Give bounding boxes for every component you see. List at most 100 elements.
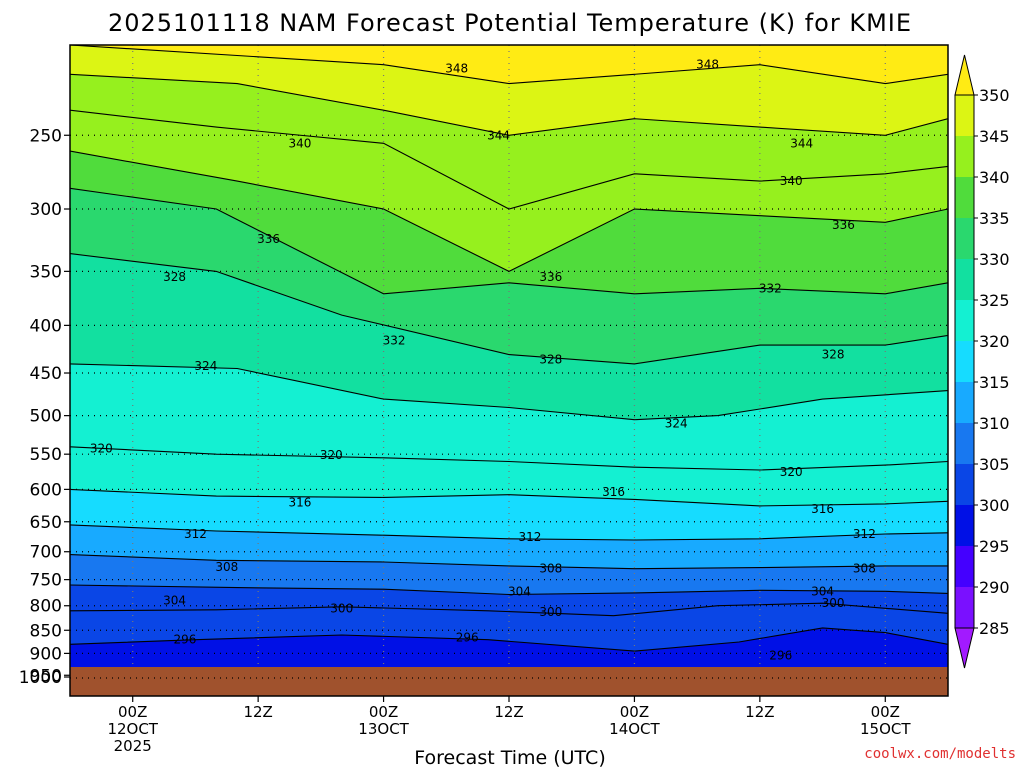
colorbar-segment bbox=[955, 300, 974, 341]
contour-label-316: 316 bbox=[602, 485, 625, 499]
x-tick-label: 00Z bbox=[620, 703, 649, 721]
contour-label-320: 320 bbox=[320, 448, 343, 462]
contour-328 bbox=[70, 253, 948, 365]
contour-320 bbox=[70, 446, 948, 471]
temperature-bands bbox=[70, 45, 948, 667]
contour-label-296: 296 bbox=[174, 633, 197, 647]
contour-label-312: 312 bbox=[184, 527, 207, 541]
colorbar-tick-label-310: 310 bbox=[979, 414, 1010, 433]
x-tick-label: 00Z bbox=[118, 703, 147, 721]
y-tick-label-550: 550 bbox=[30, 445, 62, 465]
y-tick-label-450: 450 bbox=[30, 364, 62, 384]
contour-340 bbox=[70, 109, 948, 210]
colorbar-tick-label-315: 315 bbox=[979, 373, 1010, 392]
x-tick-label: 14OCT bbox=[609, 720, 660, 738]
contour-label-336: 336 bbox=[832, 218, 855, 232]
x-tick-label: 12Z bbox=[243, 703, 272, 721]
contour-label-316: 316 bbox=[811, 502, 834, 516]
y-tick-label-400: 400 bbox=[30, 316, 62, 336]
y-tick-label-800: 800 bbox=[30, 597, 62, 617]
contour-label-308: 308 bbox=[539, 562, 562, 576]
contour-332 bbox=[70, 187, 948, 295]
x-tick-label: 12Z bbox=[745, 703, 774, 721]
contour-316 bbox=[70, 488, 948, 507]
colorbar-segment bbox=[955, 95, 974, 136]
colorbar-tick-label-295: 295 bbox=[979, 537, 1010, 556]
contour-label-308: 308 bbox=[215, 560, 238, 574]
credit-text: coolwx.com/modelts bbox=[864, 746, 1016, 762]
x-tick-label: 2025 bbox=[114, 737, 152, 755]
y-tick-label-1000: 1000 bbox=[19, 668, 62, 688]
contour-label-316: 316 bbox=[288, 496, 311, 510]
x-tick-label: 12Z bbox=[494, 703, 523, 721]
colorbar-segment bbox=[954, 54, 975, 96]
colorbar-tick-label-320: 320 bbox=[979, 332, 1010, 351]
colorbar-tick-label-335: 335 bbox=[979, 209, 1010, 228]
contour-label-308: 308 bbox=[853, 562, 876, 576]
x-axis-label: Forecast Time (UTC) bbox=[414, 747, 605, 768]
contour-label-340: 340 bbox=[780, 174, 803, 188]
x-tick-label: 15OCT bbox=[860, 720, 911, 738]
y-tick-label-700: 700 bbox=[30, 543, 62, 563]
contour-label-348: 348 bbox=[445, 62, 468, 76]
contour-label-336: 336 bbox=[257, 232, 280, 246]
contour-label-324: 324 bbox=[194, 359, 217, 373]
contour-label-320: 320 bbox=[90, 441, 113, 455]
y-tick-label-500: 500 bbox=[30, 407, 62, 427]
contour-348 bbox=[70, 45, 948, 85]
contour-label-324: 324 bbox=[665, 417, 688, 431]
y-axis: 250 300 350 400 450 500 550 600 650 700 750 800 850 9… bbox=[19, 126, 70, 688]
contour-label-304: 304 bbox=[811, 584, 834, 598]
colorbar-tick-label-345: 345 bbox=[979, 127, 1010, 146]
colorbar-segment bbox=[955, 587, 974, 628]
contour-label-332: 332 bbox=[383, 333, 406, 347]
y-tick-label-900: 900 bbox=[30, 644, 62, 664]
contour-324 bbox=[70, 363, 948, 421]
y-tick-label-600: 600 bbox=[30, 480, 62, 500]
contour-label-320: 320 bbox=[780, 465, 803, 479]
contour-296 bbox=[70, 627, 948, 652]
contour-label-344: 344 bbox=[487, 128, 510, 142]
contour-label-336: 336 bbox=[539, 270, 562, 284]
y-tick-label-650: 650 bbox=[30, 513, 62, 533]
contour-344 bbox=[70, 73, 948, 136]
contour-label-296: 296 bbox=[769, 649, 792, 663]
x-tick-label: 12OCT bbox=[107, 720, 158, 738]
ground-strip bbox=[70, 667, 948, 696]
colorbar-tick-label-305: 305 bbox=[979, 455, 1010, 474]
colorbar-segment bbox=[955, 341, 974, 382]
contour-308 bbox=[70, 554, 948, 570]
contour-label-296: 296 bbox=[456, 630, 479, 644]
contour-label-300: 300 bbox=[539, 605, 562, 619]
colorbar-tick-label-350: 350 bbox=[979, 86, 1010, 105]
colorbar-segment bbox=[955, 177, 974, 218]
colorbar-segment bbox=[955, 505, 974, 546]
y-tick-label-250: 250 bbox=[30, 126, 62, 146]
y-tick-label-300: 300 bbox=[30, 200, 62, 220]
contour-label-304: 304 bbox=[508, 584, 531, 598]
contour-label-328: 328 bbox=[163, 270, 186, 284]
contour-label-332: 332 bbox=[759, 281, 782, 295]
contour-label-304: 304 bbox=[163, 594, 186, 608]
colorbar-segment bbox=[955, 382, 974, 423]
colorbar: 285 290 295 300 305 310 315 320 325 330 335 340 345 3… bbox=[954, 54, 1010, 669]
band-296 bbox=[70, 627, 948, 667]
contour-label-300: 300 bbox=[822, 596, 845, 610]
contour-304 bbox=[70, 584, 948, 596]
x-tick-label: 13OCT bbox=[358, 720, 409, 738]
contour-label-312: 312 bbox=[518, 530, 541, 544]
colorbar-tick-label-290: 290 bbox=[979, 578, 1010, 597]
chart-title: 2025101118 NAM Forecast Potential Temper… bbox=[108, 9, 912, 37]
contour-label-348: 348 bbox=[696, 58, 719, 72]
colorbar-segment bbox=[954, 627, 975, 669]
contour-label-328: 328 bbox=[822, 348, 845, 362]
y-tick-label-850: 850 bbox=[30, 621, 62, 641]
colorbar-tick-label-285: 285 bbox=[979, 619, 1010, 638]
colorbar-tick-label-300: 300 bbox=[979, 496, 1010, 515]
colorbar-frame bbox=[954, 94, 975, 629]
colorbar-tick-label-330: 330 bbox=[979, 250, 1010, 269]
y-tick-label-350: 350 bbox=[30, 262, 62, 282]
contour-label-340: 340 bbox=[288, 136, 311, 150]
